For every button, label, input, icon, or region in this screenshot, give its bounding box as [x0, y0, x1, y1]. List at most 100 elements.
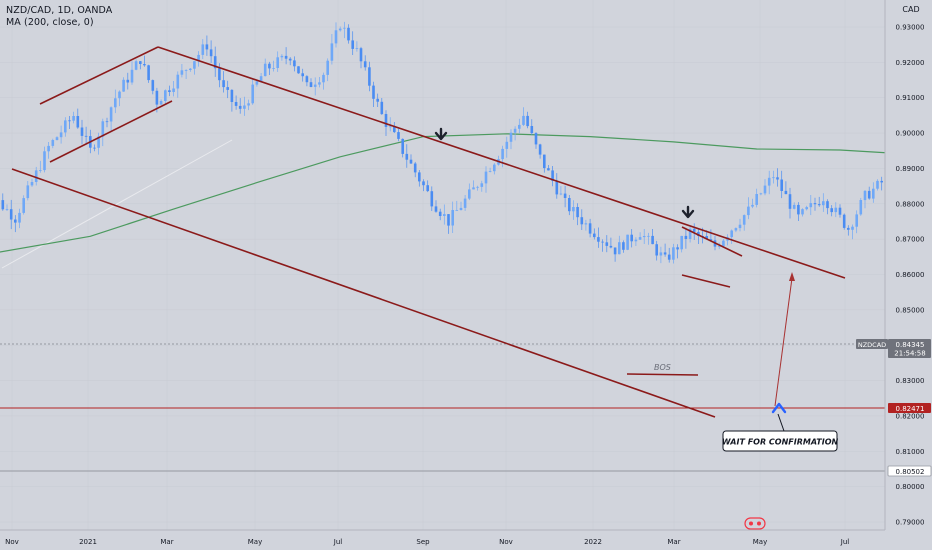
candles[interactable]: [0, 21, 932, 407]
candle-body: [376, 98, 379, 102]
flag-upper[interactable]: [39, 46, 159, 105]
candle-body: [147, 65, 150, 81]
candle-body: [651, 235, 654, 245]
bos-label: BOS: [654, 363, 671, 372]
symbol-tag-text: NZDCAD: [858, 341, 886, 349]
candle-body: [813, 203, 817, 205]
projection-arrow[interactable]: [774, 277, 793, 407]
candle-body: [563, 193, 567, 198]
channel-lines[interactable]: [11, 46, 846, 418]
price-tick-label: 0.88000: [896, 200, 925, 208]
candle-body: [838, 207, 842, 215]
time-tick-label: Mar: [160, 538, 173, 546]
time-tick-label: Nov: [499, 538, 513, 546]
candle-body: [305, 76, 309, 83]
wedge-upper[interactable]: [681, 226, 743, 257]
time-tick-label: Mar: [667, 538, 680, 546]
last-price-text: 0.84345: [896, 341, 925, 349]
candle-body: [259, 76, 263, 82]
candle-body: [230, 89, 234, 102]
price-tick-label: 0.82000: [896, 412, 925, 420]
candle-body: [809, 203, 813, 208]
candle-body: [663, 252, 667, 255]
time-axis[interactable]: Nov 2021 Mar May Jul Sep Nov 2022 Mar May Jul: [0, 529, 885, 550]
candle-body: [93, 147, 96, 149]
candle-body: [176, 74, 180, 89]
candle-body: [189, 68, 192, 70]
down-arrow-icon: [434, 127, 448, 141]
candle-body: [205, 44, 209, 50]
candle-body: [447, 214, 450, 226]
candle-body: [847, 227, 850, 230]
symbol-title: NZD/CAD, 1D, OANDA: [6, 5, 113, 16]
candle-body: [201, 44, 205, 55]
candle-body: [301, 73, 304, 77]
candle-body: [493, 164, 496, 172]
candle-body: [118, 91, 121, 99]
candle-body: [193, 61, 196, 69]
up-arrow-icon: [771, 402, 787, 414]
candle-body: [880, 180, 883, 183]
candle-body: [626, 234, 629, 250]
main-channel-lower[interactable]: [11, 168, 716, 418]
candle-body: [218, 68, 221, 81]
candle-body: [568, 198, 571, 212]
price-tick-label: 0.83000: [896, 377, 925, 385]
candle-body: [484, 171, 488, 184]
candle-body: [180, 70, 184, 75]
candle-body: [747, 206, 750, 216]
candle-body: [780, 179, 783, 191]
candle-body: [68, 120, 71, 122]
price-tick-label: 0.91000: [896, 94, 925, 102]
time-tick-label: Nov: [5, 538, 19, 546]
candle-body: [151, 80, 155, 91]
candle-body: [55, 137, 59, 140]
candle-body: [255, 81, 259, 85]
candle-body: [788, 194, 792, 209]
candle-body: [272, 68, 275, 69]
candle-body: [64, 120, 67, 133]
candle-body: [351, 40, 354, 49]
candle-body: [172, 88, 175, 92]
candle-body: [284, 55, 288, 59]
price-tick-label: 0.85000: [896, 306, 925, 314]
price-tick-label: 0.93000: [896, 24, 925, 32]
candle-body: [139, 61, 142, 64]
candle-body: [851, 226, 854, 230]
candle-body: [451, 210, 454, 226]
candle-body: [797, 204, 800, 215]
candle-body: [347, 27, 350, 41]
red-level-tag: [888, 403, 931, 413]
wedge-lower[interactable]: [681, 274, 731, 288]
price-tick-label: 0.90000: [896, 130, 925, 138]
flag-lower[interactable]: [49, 100, 173, 163]
candle-body: [476, 186, 479, 188]
candle-body: [34, 170, 38, 182]
candle-body: [859, 200, 863, 215]
price-axis[interactable]: CAD 0.930000.920000.910000.900000.890000…: [856, 0, 932, 550]
candle-body: [384, 114, 388, 127]
candle-body: [126, 79, 130, 83]
candle-body: [309, 82, 313, 87]
price-tick-label: 0.86000: [896, 271, 925, 279]
last-price-tag: [888, 339, 931, 358]
candle-body: [826, 201, 829, 209]
candle-body: [422, 181, 425, 186]
time-tick-label: May: [753, 538, 767, 546]
candle-body: [9, 209, 13, 220]
candle-body: [322, 74, 325, 83]
candle-body: [738, 224, 742, 229]
candle-body: [593, 233, 596, 238]
indicator-title[interactable]: MA (200, close, 0): [6, 17, 94, 28]
candle-body: [30, 182, 34, 186]
candle-body: [822, 201, 825, 206]
time-tick-label: Jul: [333, 538, 343, 546]
candle-body: [634, 239, 638, 242]
main-channel-upper[interactable]: [157, 46, 846, 279]
time-ticks: Nov 2021 Mar May Jul Sep Nov 2022 Mar May Jul: [5, 538, 849, 546]
candle-body: [222, 80, 225, 88]
callout-box[interactable]: [722, 430, 838, 452]
candle-body: [605, 242, 609, 246]
bos-line[interactable]: [626, 373, 699, 376]
